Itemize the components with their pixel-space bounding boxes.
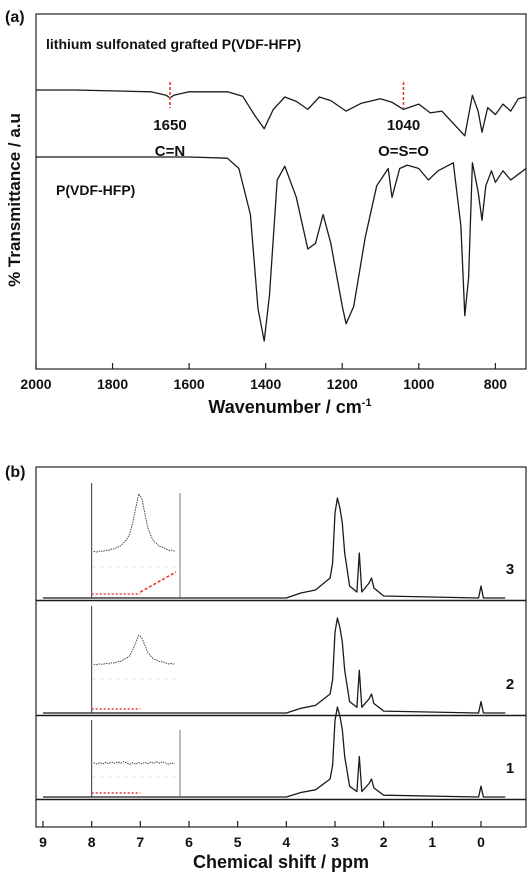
nmr-spectrum-2 bbox=[43, 617, 506, 714]
nmr-spectrum-1 bbox=[43, 706, 506, 798]
series-line-grafted bbox=[36, 89, 527, 137]
spectrum-label-2: 2 bbox=[506, 676, 514, 693]
panel-b-insets bbox=[91, 483, 181, 797]
x-tick-label-1400: 1400 bbox=[250, 376, 281, 392]
x-tick-label-1200: 1200 bbox=[327, 376, 358, 392]
ppm-tick-label-1: 1 bbox=[428, 834, 436, 850]
panel-b-frame bbox=[35, 466, 527, 828]
x-tick-label-1000: 1000 bbox=[403, 376, 434, 392]
annotation-group-1040: O=S=O bbox=[378, 143, 429, 160]
ppm-tick-label-0: 0 bbox=[477, 834, 485, 850]
panel-b-x-ticks: 9 8 7 6 5 4 3 2 1 0 bbox=[39, 821, 485, 850]
ppm-tick-label-5: 5 bbox=[234, 834, 242, 850]
panel-a-xlabel: Wavenumber / cm-1 bbox=[208, 397, 371, 417]
x-tick-label-800: 800 bbox=[484, 376, 508, 392]
x-tick-label-1800: 1800 bbox=[97, 376, 128, 392]
panel-a-x-ticks: 2000 1800 1600 1400 1200 1000 800 bbox=[20, 363, 507, 392]
panel-a-series bbox=[36, 89, 527, 342]
ppm-tick-label-7: 7 bbox=[136, 834, 144, 850]
panel-a-ylabel: % Transmittance / a.u bbox=[5, 113, 24, 287]
x-tick-label-1600: 1600 bbox=[174, 376, 205, 392]
x-tick-label-2000: 2000 bbox=[20, 376, 51, 392]
ppm-tick-label-3: 3 bbox=[331, 834, 339, 850]
inset-trace bbox=[93, 634, 175, 666]
series-bottom-label: P(VDF-HFP) bbox=[56, 182, 135, 198]
spectrum-label-1: 1 bbox=[506, 760, 514, 777]
zoom-connector bbox=[139, 571, 177, 593]
inset-trace bbox=[93, 761, 175, 765]
series-line-pvdf-hfp bbox=[36, 156, 527, 342]
annotation-value-1650: 1650 bbox=[153, 117, 186, 134]
spectrum-label-3: 3 bbox=[506, 561, 514, 578]
panel-b-label: (b) bbox=[5, 464, 25, 481]
panel-b-series: 3 2 1 bbox=[36, 497, 526, 801]
annotation-group-1650: C=N bbox=[155, 143, 185, 160]
panel-a-frame bbox=[35, 13, 527, 370]
ppm-tick-label-2: 2 bbox=[380, 834, 388, 850]
ppm-tick-label-6: 6 bbox=[185, 834, 193, 850]
annotation-value-1040: 1040 bbox=[387, 117, 420, 134]
panel-b-xlabel: Chemical shift / ppm bbox=[193, 852, 369, 872]
ppm-tick-label-4: 4 bbox=[282, 834, 290, 850]
panel-a-label: (a) bbox=[5, 9, 25, 26]
nmr-spectrum-3 bbox=[43, 497, 506, 599]
ppm-tick-label-8: 8 bbox=[88, 834, 96, 850]
ppm-tick-label-9: 9 bbox=[39, 834, 47, 850]
panel-a-annotations: 1650 C=N 1040 O=S=O bbox=[153, 82, 429, 160]
inset-trace bbox=[93, 492, 175, 553]
series-top-label: lithium sulfonated grafted P(VDF-HFP) bbox=[46, 36, 301, 52]
